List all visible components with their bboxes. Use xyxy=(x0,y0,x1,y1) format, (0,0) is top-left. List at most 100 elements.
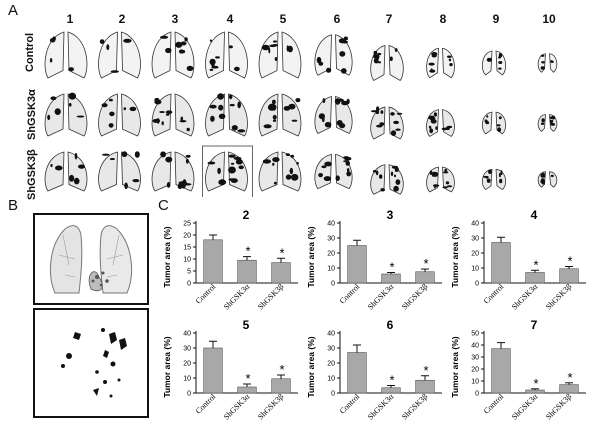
lung-section-raw-image xyxy=(49,225,133,294)
y-axis-label: Tumor area (%) xyxy=(450,336,460,397)
y-axis-label: Tumor area (%) xyxy=(306,336,316,397)
bar xyxy=(203,239,223,284)
lung-section-thumbnail xyxy=(44,31,88,79)
significance-mark: * xyxy=(245,371,250,386)
panel-label-b: B xyxy=(8,197,19,214)
lung-section-thumbnail xyxy=(98,151,141,192)
bar xyxy=(237,386,257,394)
y-tick-label: 20 xyxy=(183,233,191,240)
lung-section-thumbnail xyxy=(151,151,195,192)
x-tick-label: ShGSK3α xyxy=(510,281,540,311)
lung-section-thumbnail xyxy=(370,106,404,140)
column-number: 2 xyxy=(118,12,126,26)
y-tick-label: 25 xyxy=(183,221,191,228)
lung-section-thumbnail xyxy=(151,31,195,79)
column-number: 1 xyxy=(66,12,74,26)
chart-title: 7 xyxy=(531,318,538,332)
bar xyxy=(271,378,291,394)
lung-section-thumbnail xyxy=(258,31,302,79)
chart-tumor-area-3: 3 Tumor area (%) 0 10 20 30 40 Control * ShGSK3α *… xyxy=(302,205,447,323)
column-number: 3 xyxy=(171,12,179,26)
bar xyxy=(559,268,579,284)
y-tick-label: 10 xyxy=(327,266,335,273)
y-tick-label: 10 xyxy=(183,376,191,383)
x-tick-label: ShGSK3β xyxy=(256,392,285,421)
column-number: 9 xyxy=(492,12,500,26)
lung-section-thumbnail xyxy=(314,153,353,190)
significance-mark: * xyxy=(533,376,538,391)
significance-mark: * xyxy=(279,245,284,260)
x-tick-label: ShGSK3α xyxy=(222,281,252,311)
bar-chart-svg: 3 Tumor area (%) 0 10 20 30 40 Control * ShGSK3α *… xyxy=(306,208,442,312)
bar xyxy=(347,245,367,284)
lung-section-mask-image xyxy=(61,328,127,398)
y-tick-label: 30 xyxy=(327,346,335,353)
y-tick-label: 40 xyxy=(471,221,479,228)
chart-title: 2 xyxy=(243,208,250,222)
y-tick-label: 0 xyxy=(187,391,191,398)
y-tick-label: 10 xyxy=(183,257,191,264)
y-tick-label: 0 xyxy=(475,391,479,398)
x-tick-label: Control xyxy=(338,282,362,306)
significance-mark: * xyxy=(389,260,394,275)
x-tick-label: ShGSK3α xyxy=(366,391,396,421)
lung-section-thumbnail xyxy=(98,31,141,79)
lung-section-thumbnail xyxy=(481,50,507,76)
y-tick-label: 20 xyxy=(327,251,335,258)
chart-title: 6 xyxy=(387,318,394,332)
panel-label-c: C xyxy=(158,197,169,214)
y-tick-label: 0 xyxy=(475,281,479,288)
lung-section-thumbnail xyxy=(258,93,302,137)
column-number: 10 xyxy=(542,12,556,26)
y-tick-label: 0 xyxy=(187,281,191,288)
x-tick-label: ShGSK3β xyxy=(400,392,429,421)
chart-tumor-area-2: 2 Tumor area (%) 0 5 10 15 20 25 Control * ShGSK3α… xyxy=(158,205,303,323)
lung-section-grid xyxy=(44,31,558,197)
significance-mark: * xyxy=(567,254,572,269)
bar-chart-svg: 4 Tumor area (%) 0 10 20 30 40 Control * ShGSK3α *… xyxy=(450,208,586,312)
lung-section-thumbnail xyxy=(314,34,353,76)
lung-section-thumbnail xyxy=(205,93,248,137)
bar xyxy=(559,384,579,394)
x-tick-label: ShGSK3α xyxy=(222,391,252,421)
column-number: 5 xyxy=(279,12,287,26)
lung-section-thumbnail xyxy=(151,93,195,137)
x-tick-label: ShGSK3α xyxy=(366,281,396,311)
chart-tumor-area-4: 4 Tumor area (%) 0 10 20 30 40 Control * ShGSK3α *… xyxy=(446,205,591,323)
bar xyxy=(525,272,545,284)
y-tick-label: 30 xyxy=(327,236,335,243)
row-label-control: Control xyxy=(24,32,36,72)
bar xyxy=(381,387,401,394)
y-tick-label: 20 xyxy=(183,361,191,368)
lung-section-thumbnail xyxy=(205,31,248,79)
x-tick-label: ShGSK3β xyxy=(256,282,285,311)
column-number: 6 xyxy=(333,12,341,26)
lung-section-thumbnail xyxy=(44,92,88,137)
y-tick-label: 30 xyxy=(183,346,191,353)
bar-chart-svg: 5 Tumor area (%) 0 10 20 30 40 Control * ShGSK3α *… xyxy=(162,318,298,422)
y-axis-label: Tumor area (%) xyxy=(162,226,172,287)
bar xyxy=(271,262,291,284)
highlight-frame xyxy=(202,145,253,197)
y-axis-label: Tumor area (%) xyxy=(162,336,172,397)
x-tick-label: ShGSK3β xyxy=(544,392,573,421)
significance-mark: * xyxy=(389,373,394,388)
lung-section-thumbnail xyxy=(98,93,141,137)
y-tick-label: 5 xyxy=(187,269,191,276)
bar xyxy=(491,348,511,394)
lung-section-raw-box xyxy=(33,213,149,305)
significance-mark: * xyxy=(279,362,284,377)
y-tick-label: 20 xyxy=(471,367,479,374)
y-tick-label: 20 xyxy=(327,361,335,368)
y-tick-label: 30 xyxy=(471,355,479,362)
bar-chart-svg: 6 Tumor area (%) 0 10 20 30 40 Control * ShGSK3α *… xyxy=(306,318,442,422)
y-tick-label: 20 xyxy=(471,251,479,258)
y-tick-label: 10 xyxy=(471,266,479,273)
significance-mark: * xyxy=(245,244,250,259)
chart-title: 4 xyxy=(531,208,538,222)
lung-section-thumbnail xyxy=(258,151,302,192)
bar xyxy=(491,242,511,284)
chart-tumor-area-5: 5 Tumor area (%) 0 10 20 30 40 Control * ShGSK3α *… xyxy=(158,315,303,433)
bar xyxy=(415,271,435,284)
